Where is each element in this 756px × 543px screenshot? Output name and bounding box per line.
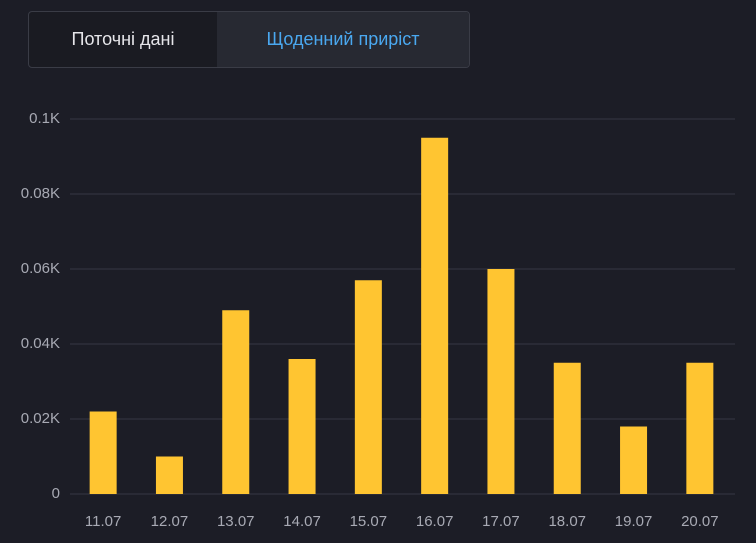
y-tick-label: 0.02K [21,410,60,427]
y-tick-label: 0.04K [21,335,60,352]
x-tick-label: 11.07 [85,513,121,530]
x-tick-label: 19.07 [615,513,653,530]
x-tick-label: 12.07 [151,513,189,530]
y-tick-label: 0.08K [21,185,60,202]
tab[interactable]: Щоденний приріст [217,12,469,67]
tab-bar: Поточні дані Щоденний приріст [28,11,470,68]
bar [487,269,515,494]
bar [686,362,714,494]
x-tick-label: 20.07 [681,513,719,530]
tab[interactable]: Поточні дані [71,29,175,49]
x-tick-label: 18.07 [548,513,586,530]
y-tick-label: 0.06K [21,260,60,277]
x-tick-label: 13.07 [217,513,255,530]
x-tick-label: 14.07 [283,513,321,530]
y-tick-label: 0.1K [29,110,60,127]
bar [155,456,183,494]
bar [222,310,250,494]
x-tick-label: 16.07 [416,513,454,530]
bar [89,411,117,494]
bar [288,359,316,494]
bar [620,426,648,494]
bar [553,362,581,494]
x-tick-label: 17.07 [482,513,520,530]
bar [354,280,382,494]
y-tick-label: 0 [52,485,60,502]
x-tick-label: 15.07 [350,513,388,530]
bar [421,137,449,494]
